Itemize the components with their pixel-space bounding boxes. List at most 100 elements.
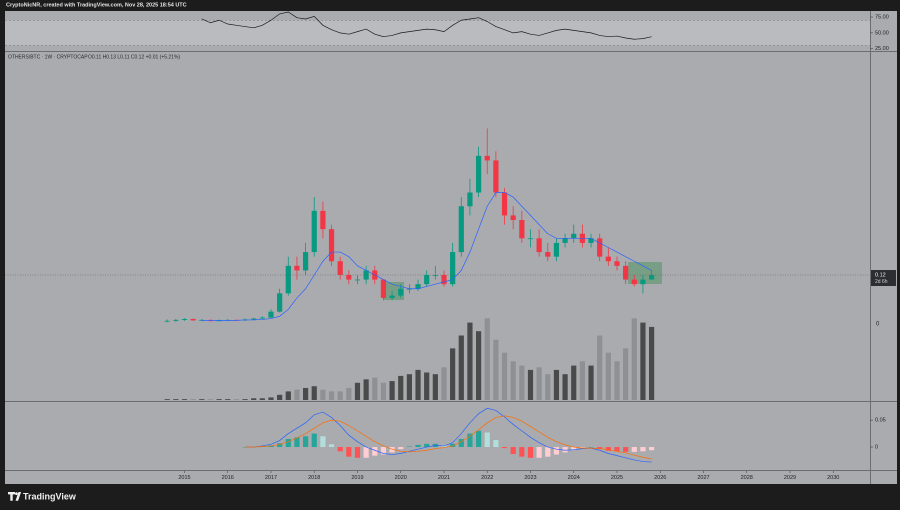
candle-body [181, 319, 188, 320]
x-tick-label: 2019 [351, 475, 363, 481]
candle-body [354, 279, 361, 281]
candle-body [216, 320, 222, 322]
volume-bar [337, 391, 343, 400]
moving-average [201, 192, 652, 321]
y-tick-label: 50.00 [875, 30, 889, 36]
macd-histogram-bar [372, 447, 378, 456]
volume-bar [277, 394, 283, 400]
macd-histogram-bar [424, 443, 430, 448]
volume-bar [190, 399, 196, 400]
volume-bar [493, 339, 499, 400]
candle-body [562, 238, 568, 243]
volume-bar [225, 399, 231, 400]
volume-bar [467, 322, 473, 400]
candle-body [467, 192, 473, 207]
volume-bar [614, 361, 620, 400]
candle-body [337, 261, 343, 275]
volume-bar [415, 369, 421, 400]
header: CryptoNicNR, created with TradingView.co… [6, 2, 187, 8]
macd-line [245, 415, 652, 460]
volume-bar [519, 365, 525, 400]
candle-body [450, 252, 456, 285]
candle-body [648, 275, 655, 280]
candle-body [259, 317, 265, 319]
macd-histogram-bar [597, 447, 603, 449]
x-tick-label: 2017 [265, 475, 277, 481]
chart-area [5, 11, 897, 484]
volume-bar [536, 367, 542, 400]
x-tick-label: 2026 [654, 475, 666, 481]
candle-body [640, 279, 646, 285]
macd-histogram-bar [579, 447, 585, 448]
candle-body [571, 233, 577, 239]
candle-body [484, 155, 490, 161]
volume-bar [320, 389, 326, 400]
macd-histogram-bar [294, 437, 300, 448]
volume-bar [242, 399, 248, 400]
macd-histogram-bar [389, 447, 395, 453]
x-tick-label: 2023 [524, 475, 536, 481]
x-tick-label: 2016 [222, 475, 234, 481]
macd-histogram-bar [285, 438, 291, 448]
volume-bar [648, 326, 655, 400]
volume-bar [285, 391, 291, 400]
x-tick-label: 2025 [611, 475, 623, 481]
macd-histogram-bar [510, 447, 516, 455]
rsi-band [5, 20, 870, 46]
candle-body [398, 288, 404, 296]
candle-body [277, 293, 283, 312]
volume-bar [605, 352, 611, 400]
macd-histogram-bar [398, 447, 404, 450]
volume-bar [346, 387, 352, 400]
candle-body [519, 220, 525, 239]
macd-histogram-bar [553, 447, 560, 455]
volume-bar [294, 389, 300, 400]
candle-body [190, 319, 196, 321]
y-tick-label: 0.05 [875, 418, 886, 424]
macd-histogram-bar [415, 444, 421, 448]
macd-histogram-bar [380, 447, 387, 455]
macd-histogram-bar [328, 444, 335, 448]
macd-histogram-bar [354, 447, 361, 458]
rsi-line [201, 11, 652, 40]
x-tick-label: 2028 [741, 475, 753, 481]
volume-bar [164, 399, 170, 400]
macd-histogram-bar [363, 447, 369, 458]
macd-histogram-bar [484, 432, 490, 448]
candle-body [268, 311, 274, 318]
candle-body [510, 215, 516, 220]
volume-scale-label: 0 [876, 322, 880, 328]
candle-body [424, 275, 430, 285]
brand-logo: TradingView [7, 491, 77, 501]
candle-body [588, 238, 594, 243]
candle-body [346, 275, 352, 280]
candle-body [328, 229, 335, 262]
candle-body [285, 265, 291, 294]
macd-histogram-bar [320, 436, 326, 448]
candle-body [553, 242, 560, 257]
countdown-label: 2d 6h [875, 279, 888, 285]
candle-body [164, 320, 170, 322]
candle-body [545, 252, 551, 257]
macd-line [245, 407, 652, 463]
volume-bar [597, 335, 603, 400]
x-tick-label: 2022 [481, 475, 493, 481]
y-tick-label: 25.00 [875, 46, 889, 52]
candle-body [441, 275, 447, 285]
macd-histogram-bar [346, 447, 352, 457]
macd-histogram-bar [631, 447, 637, 452]
ohlc-legend: O0.11 H0.13 L0.11 C0.12 +0.01 (+5.21%) [88, 54, 180, 60]
volume-bar [233, 399, 239, 400]
candle-body [311, 210, 317, 253]
candle-body [294, 265, 300, 271]
macd-histogram-bar [406, 446, 412, 448]
symbol-legend: OTHERS/BTC · 1W · CRYPTOCAP [8, 54, 88, 60]
macd-histogram-bar [501, 447, 508, 449]
candle-body [605, 256, 611, 262]
volume-bar [640, 322, 646, 400]
volume-bar [372, 377, 378, 400]
x-tick-label: 2018 [308, 475, 320, 481]
x-tick-label: 2024 [568, 475, 580, 481]
volume-bar [389, 381, 395, 400]
